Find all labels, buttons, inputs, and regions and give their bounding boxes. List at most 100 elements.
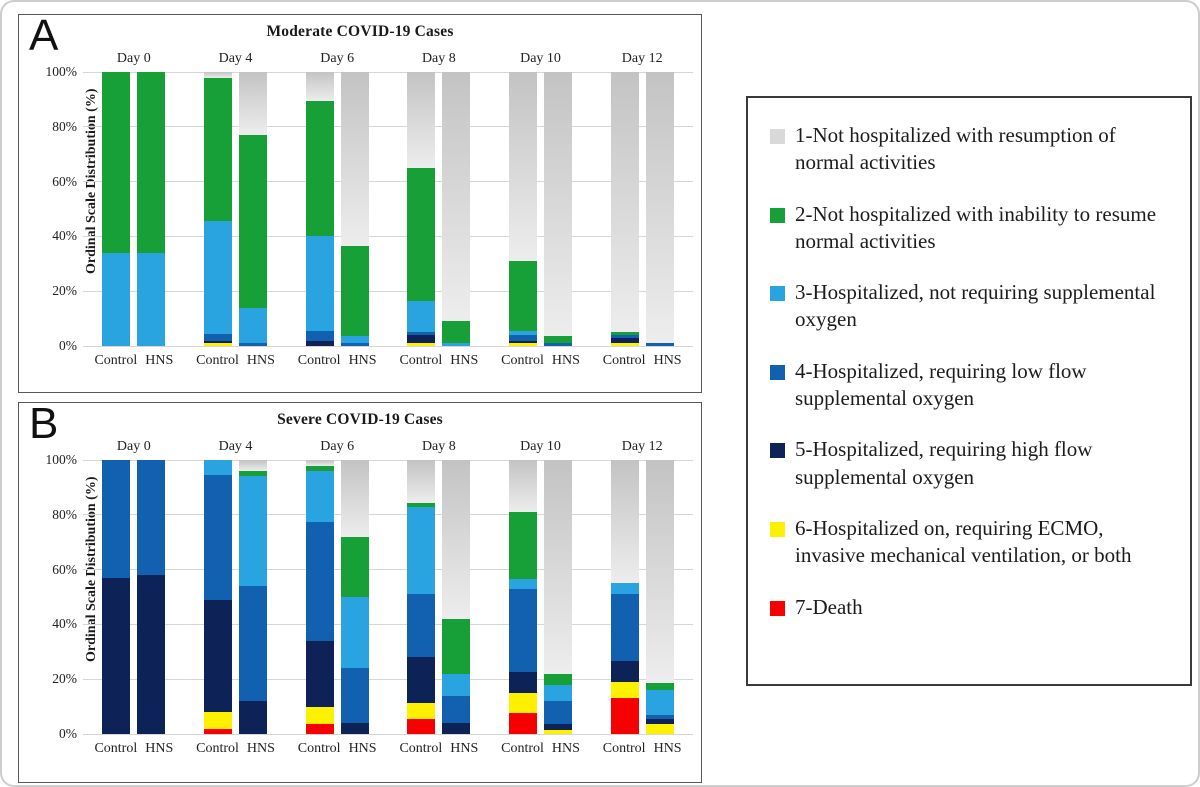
bar-segment: [610, 72, 639, 333]
gridline-100%: [83, 71, 693, 73]
day-label: Day 6: [320, 51, 355, 66]
legend-item: 1-Not hospitalized with resumption of no…: [770, 122, 1170, 177]
x-label-cell: Control HNS: [286, 741, 388, 757]
bar-segment: [204, 333, 232, 341]
bar-segment: [102, 460, 131, 578]
stacked-bar-hns: [137, 72, 166, 346]
legend-swatch: [770, 443, 785, 459]
bar-segment: [102, 577, 131, 734]
bar-segment: [442, 343, 471, 346]
stacked-bar-control: [204, 72, 232, 346]
y-tick-label: 0%: [59, 338, 77, 353]
bar-segment: [239, 307, 267, 344]
bar-segment: [305, 100, 334, 237]
x-label-cell: Control HNS: [388, 353, 490, 369]
bar-groups: [83, 72, 693, 346]
bar-segment: [610, 335, 639, 338]
x-tick-label: HNS: [450, 741, 479, 756]
bar-segment: [544, 673, 573, 685]
bar-group-day-6: [286, 460, 388, 734]
x-tick-label: Control: [602, 353, 646, 368]
y-tick-label: 20%: [52, 671, 77, 687]
bar-segment: [239, 343, 267, 346]
y-tick-label: 20%: [52, 283, 77, 299]
bar-segment: [305, 465, 334, 471]
bar-groups: [83, 460, 693, 734]
panel-letter-a: A: [29, 11, 59, 60]
bar-segment: [610, 583, 639, 595]
gridline-40%: [83, 623, 693, 625]
x-tick-label: Control: [94, 741, 138, 756]
day-label: Day 8: [421, 439, 456, 454]
legend-swatch: [770, 286, 785, 302]
bar-segment: [407, 718, 436, 734]
x-labels-row: Control HNS Control HNS Control HNS Control HNS…: [83, 741, 693, 757]
bar-segment: [645, 683, 674, 691]
legend-box: 1-Not hospitalized with resumption of no…: [746, 96, 1192, 686]
bar-segment: [204, 475, 232, 600]
bar-segment: [544, 343, 573, 346]
x-tick-label: HNS: [551, 741, 580, 756]
bar-segment: [305, 706, 334, 725]
day-label: Day 4: [218, 439, 253, 454]
bar-segment: [239, 470, 267, 477]
stacked-bar-control: [610, 72, 639, 346]
gridline-20%: [83, 678, 693, 680]
bar-segment: [442, 695, 471, 724]
legend-swatch: [770, 129, 785, 144]
gridline-100%: [83, 459, 693, 461]
x-tick-label: HNS: [653, 741, 682, 756]
x-labels-row: Control HNS Control HNS Control HNS Control HNS…: [83, 353, 693, 369]
bar-segment: [610, 460, 639, 584]
bar-segment: [305, 460, 334, 466]
bar-group-day-0: [83, 460, 185, 734]
bar-segment: [102, 72, 131, 253]
bar-segment: [239, 460, 267, 471]
bar-segment: [509, 460, 538, 513]
bar-segment: [407, 460, 436, 503]
legend-item: 4-Hospitalized, requiring low flow suppl…: [770, 358, 1170, 413]
bar-segment: [305, 236, 334, 331]
x-label-cell: Control HNS: [185, 353, 287, 369]
x-label-cell: Control HNS: [83, 353, 185, 369]
bar-segment: [204, 340, 232, 344]
bar-segment: [305, 72, 334, 101]
bar-segment: [239, 701, 267, 734]
y-tick-label: 40%: [52, 228, 77, 244]
x-tick-label: Control: [297, 741, 341, 756]
legend-item: 2-Not hospitalized with inability to res…: [770, 201, 1170, 256]
y-tick-label: 40%: [52, 616, 77, 632]
x-tick-label: Control: [399, 353, 443, 368]
x-tick-label: Control: [196, 353, 239, 368]
bar-segment: [442, 460, 471, 619]
bar-segment: [610, 661, 639, 682]
legend-swatch: [770, 600, 785, 616]
bar-segment: [509, 692, 538, 714]
legend-label: 4-Hospitalized, requiring low flow suppl…: [795, 358, 1087, 411]
bar-segment: [610, 332, 639, 336]
legend-label: 1-Not hospitalized with resumption of no…: [795, 123, 1116, 175]
bar-segment: [305, 471, 334, 522]
x-tick-label: HNS: [348, 741, 377, 756]
bar-segment: [407, 506, 436, 595]
bar-segment: [407, 657, 436, 703]
gridline-0%: [83, 345, 693, 347]
bar-segment: [544, 336, 573, 344]
plot-area: Ordinal Scale Distribution (%) 0% 20% 40% 6…: [46, 64, 693, 353]
stacked-bar-control: [204, 460, 232, 734]
bar-segment: [544, 684, 573, 702]
y-tick-label: 100%: [45, 452, 78, 467]
bar-group-day-4: [185, 72, 287, 346]
bar-segment: [645, 690, 674, 715]
bar-segment: [407, 335, 436, 344]
x-tick-label: Control: [94, 353, 138, 368]
bar-segment: [509, 261, 538, 331]
bar-group-day-10: [490, 72, 592, 346]
stacked-bar-hns: [239, 72, 267, 346]
bar-segment: [204, 712, 232, 729]
bar-segment: [204, 599, 232, 713]
day-label: Day 10: [520, 51, 561, 66]
bar-segment: [137, 575, 166, 734]
stacked-bar-control: [509, 460, 538, 734]
